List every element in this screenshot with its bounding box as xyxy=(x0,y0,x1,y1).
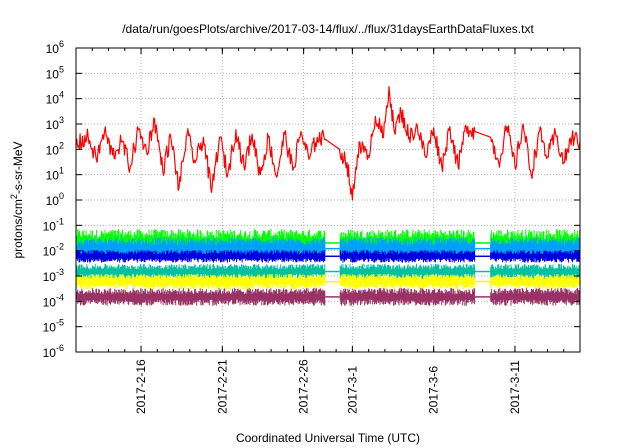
y-tick-label-base: 10 xyxy=(46,42,60,56)
y-tick-label-exp: 1 xyxy=(59,166,64,176)
y-tick-label-base: 10 xyxy=(46,194,60,208)
y-tick-label-exp: 5 xyxy=(59,64,64,74)
x-tick-label: 2017-3-11 xyxy=(508,360,522,414)
y-tick-label: 10-5 xyxy=(43,318,64,335)
series-band-spikes xyxy=(76,288,581,306)
y-tick-label-exp: -6 xyxy=(56,343,64,353)
y-tick-label: 106 xyxy=(46,39,64,56)
chart-title: /data/run/goesPlots/archive/2017-03-14/f… xyxy=(122,22,534,36)
series-layer xyxy=(75,86,581,306)
y-tick-label-exp: -2 xyxy=(56,242,64,252)
y-tick-label-base: 10 xyxy=(46,169,60,183)
y-tick-label-exp: -5 xyxy=(56,318,64,328)
y-tick-label-base: 10 xyxy=(46,67,60,81)
y-tick-label-base: 10 xyxy=(43,295,57,309)
y-tick-label: 100 xyxy=(46,191,64,208)
y-tick-label-exp: -4 xyxy=(56,292,64,302)
y-tick-label-base: 10 xyxy=(43,346,57,360)
y-tick-label: 101 xyxy=(46,166,64,183)
x-axis-label: Coordinated Universal Time (UTC) xyxy=(236,431,420,445)
y-tick-label-exp: 2 xyxy=(59,140,64,150)
y-tick-label-base: 10 xyxy=(46,143,60,157)
x-tick-label: 2017-3-6 xyxy=(427,366,441,414)
y-tick-label: 10-2 xyxy=(43,242,64,259)
series-band xyxy=(76,263,581,280)
x-tick-label: 2017-2-21 xyxy=(215,359,229,414)
y-tick-label-base: 10 xyxy=(46,118,60,132)
series-line-red xyxy=(75,86,581,201)
series-band-spikes xyxy=(76,263,581,280)
series-band-spikes xyxy=(76,274,581,290)
y-axis-label-sup: 2 xyxy=(9,194,19,199)
y-tick-label: 105 xyxy=(46,64,64,81)
series-band xyxy=(76,274,581,290)
y-tick-label: 10-1 xyxy=(43,216,64,233)
series-band xyxy=(76,288,581,306)
y-tick-label: 10-4 xyxy=(43,292,64,309)
y-tick-label-exp: 6 xyxy=(59,39,64,49)
series-band-spikes xyxy=(76,237,581,261)
y-tick-label: 102 xyxy=(46,140,64,157)
series-band xyxy=(76,237,581,261)
y-tick-label-exp: -3 xyxy=(56,267,64,277)
y-axis-label-base: protons/cm xyxy=(11,199,25,258)
y-tick-label-base: 10 xyxy=(46,93,60,107)
series-band-spikes xyxy=(76,250,581,263)
y-tick-label: 103 xyxy=(46,115,64,132)
x-tick-label: 2017-3-1 xyxy=(345,366,359,414)
y-tick-label: 10-6 xyxy=(43,343,64,360)
y-tick-label-exp: 4 xyxy=(59,90,64,100)
y-tick-label-base: 10 xyxy=(43,245,57,259)
y-tick-label: 10-3 xyxy=(43,267,64,284)
y-axis-label: protons/cm2-s-sr-MeV xyxy=(9,141,25,258)
x-tick-label: 2017-2-26 xyxy=(297,359,311,414)
series-band xyxy=(76,250,581,263)
y-tick-label-base: 10 xyxy=(43,321,57,335)
y-tick-label: 104 xyxy=(46,90,64,107)
y-axis-label-rest: -s-sr-MeV xyxy=(11,141,25,194)
x-tick-label: 2017-2-16 xyxy=(134,359,148,414)
axis-ticks: 10-610-510-410-310-210-11001011021031041… xyxy=(43,39,581,414)
y-tick-label-exp: 0 xyxy=(59,191,64,201)
y-tick-label-exp: -1 xyxy=(56,216,64,226)
grid xyxy=(76,47,580,353)
y-tick-label-exp: 3 xyxy=(59,115,64,125)
y-tick-label-base: 10 xyxy=(43,219,57,233)
y-tick-label-base: 10 xyxy=(43,270,57,284)
